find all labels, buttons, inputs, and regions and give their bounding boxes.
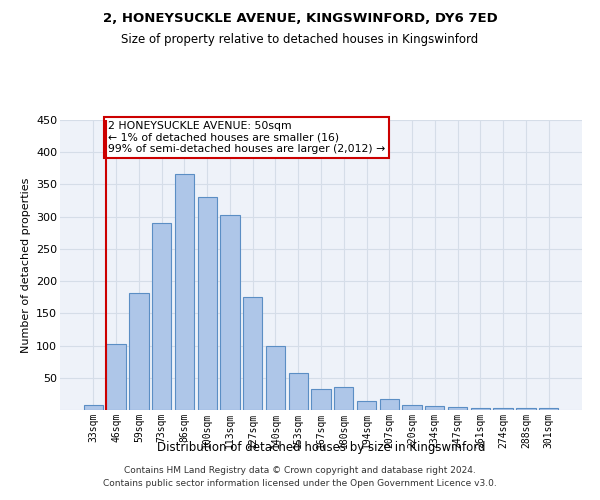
Bar <box>311 388 331 410</box>
Bar <box>425 406 445 410</box>
Text: 2 HONEYSUCKLE AVENUE: 50sqm
← 1% of detached houses are smaller (16)
99% of semi: 2 HONEYSUCKLE AVENUE: 50sqm ← 1% of deta… <box>107 122 385 154</box>
Bar <box>152 223 172 410</box>
Bar <box>516 408 536 410</box>
Bar <box>84 405 103 410</box>
Y-axis label: Number of detached properties: Number of detached properties <box>20 178 31 352</box>
Bar <box>403 405 422 410</box>
Bar <box>129 292 149 410</box>
Text: Distribution of detached houses by size in Kingswinford: Distribution of detached houses by size … <box>157 441 485 454</box>
Bar <box>220 214 239 410</box>
Bar <box>380 399 399 410</box>
Bar <box>334 388 353 410</box>
Text: Contains HM Land Registry data © Crown copyright and database right 2024.
Contai: Contains HM Land Registry data © Crown c… <box>103 466 497 487</box>
Bar <box>175 174 194 410</box>
Bar <box>106 344 126 410</box>
Bar <box>243 296 262 410</box>
Bar <box>357 401 376 410</box>
Bar <box>448 407 467 410</box>
Text: Size of property relative to detached houses in Kingswinford: Size of property relative to detached ho… <box>121 32 479 46</box>
Text: 2, HONEYSUCKLE AVENUE, KINGSWINFORD, DY6 7ED: 2, HONEYSUCKLE AVENUE, KINGSWINFORD, DY6… <box>103 12 497 26</box>
Bar <box>493 408 513 410</box>
Bar <box>266 346 285 410</box>
Bar <box>539 408 558 410</box>
Bar <box>470 408 490 410</box>
Bar <box>289 372 308 410</box>
Bar <box>197 196 217 410</box>
